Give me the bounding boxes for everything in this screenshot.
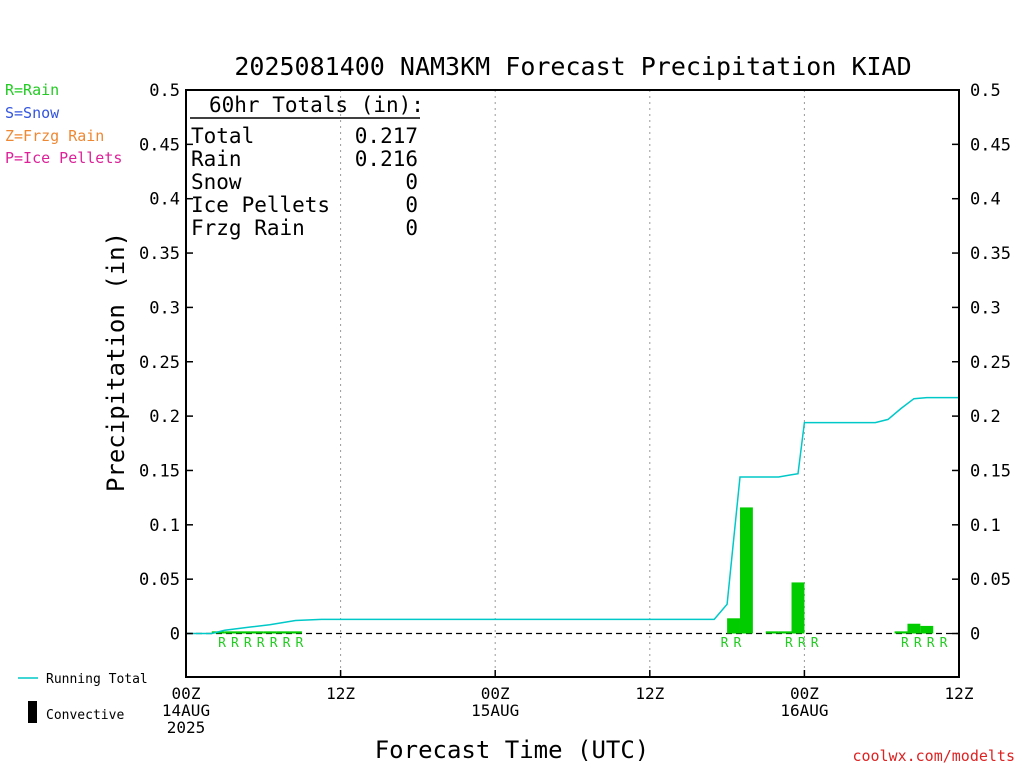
legend-frzg-rain: Z=Frzg Rain (5, 127, 104, 145)
y-tick-label-right: 0.2 (970, 407, 1001, 427)
precip-type-marker: R (901, 636, 909, 651)
x-tick-label: 00Z (481, 684, 510, 703)
y-tick-label-right: 0.05 (970, 570, 1011, 590)
x-tick-label: 14AUG (162, 701, 210, 720)
totals-value: 0.216 (355, 147, 418, 171)
rain-bar (276, 631, 290, 634)
rain-bar (250, 631, 264, 634)
y-tick-label: 0.35 (139, 244, 180, 264)
y-tick-label-right: 0.45 (970, 135, 1011, 155)
precip-type-marker: R (721, 636, 729, 651)
x-axis-label: Forecast Time (UTC) (375, 736, 650, 764)
totals-value: 0 (405, 216, 418, 240)
y-tick-label: 0.3 (149, 298, 180, 318)
precip-type-marker: R (914, 636, 922, 651)
y-tick-label: 0.1 (149, 516, 180, 536)
totals-label: Frzg Rain (191, 216, 305, 240)
y-tick-label-right: 0.15 (970, 461, 1011, 481)
precip-type-marker: R (218, 636, 226, 651)
legend-snow: S=Snow (5, 104, 60, 122)
y-tick-label: 0.4 (149, 190, 180, 210)
totals-value: 0 (405, 193, 418, 217)
y-tick-label: 0.15 (139, 461, 180, 481)
legend-ice-pellets: P=Ice Pellets (5, 149, 122, 167)
precip-type-marker: R (295, 636, 303, 651)
rain-bar (224, 631, 238, 634)
legend-rain: R=Rain (5, 81, 59, 99)
precip-type-marker: R (811, 636, 819, 651)
convective-legend-swatch (28, 701, 37, 723)
rain-bar (920, 625, 934, 634)
y-tick-label: 0.5 (149, 81, 180, 101)
rain-bars (211, 507, 934, 634)
rain-bar (289, 631, 302, 634)
y-tick-label-right: 0 (970, 625, 980, 645)
precip-type-marker: R (283, 636, 291, 651)
convective-legend-label: Convective (46, 708, 124, 723)
plot-frame (185, 89, 960, 678)
x-tick-label: 15AUG (471, 701, 519, 720)
y-axis-label: Precipitation (in) (102, 232, 130, 492)
precip-type-marker: R (927, 636, 935, 651)
x-tick-label: 00Z (172, 684, 201, 703)
y-tick-label-right: 0.3 (970, 298, 1001, 318)
precip-type-legend: R=Rain S=Snow Z=Frzg Rain P=Ice Pellets (5, 81, 122, 167)
source-credit[interactable]: coolwx.com/modelts (852, 747, 1015, 765)
x-tick-label: 2025 (167, 718, 206, 737)
rain-bar (739, 507, 753, 634)
precip-type-marker: R (798, 636, 806, 651)
rain-bar (727, 618, 740, 634)
precip-type-marker: R (785, 636, 793, 651)
y-tick-label-right: 0.35 (970, 244, 1011, 264)
y-axis-left: 0 0.05 0.1 0.15 0.2 0.25 0.3 0.35 0.4 0.45 0.5 (139, 81, 193, 645)
running-total-line (186, 396, 959, 635)
y-tick-label-right: 0.1 (970, 516, 1001, 536)
rain-bar (894, 631, 908, 634)
precip-type-marker: R (231, 636, 239, 651)
y-axis-right: 0 0.05 0.1 0.15 0.2 0.25 0.3 0.35 0.4 0.45 0.5 (952, 81, 1011, 645)
running-total-legend-label: Running Total (46, 672, 148, 687)
x-tick-label: 12Z (635, 684, 664, 703)
totals-label: Total (191, 124, 254, 148)
totals-label: Ice Pellets (191, 193, 330, 217)
y-tick-label-right: 0.5 (970, 81, 1001, 101)
totals-value: 0.217 (355, 124, 418, 148)
y-tick-label: 0.25 (139, 353, 180, 373)
rain-bar (765, 631, 779, 634)
x-tick-label: 00Z (790, 684, 819, 703)
y-tick-label-right: 0.4 (970, 190, 1001, 210)
y-tick-label: 0.45 (139, 135, 180, 155)
rain-bar (237, 631, 251, 634)
totals-label: Rain (191, 147, 242, 171)
precip-type-marker: R (270, 636, 278, 651)
rain-bar (263, 631, 277, 634)
precip-type-marker: R (940, 636, 948, 651)
y-tick-label: 0 (170, 625, 180, 645)
totals-box: 60hr Totals (in): Total 0.217 Rain 0.216 Sno… (190, 93, 424, 240)
running-total-polyline (186, 396, 959, 635)
precip-type-marker: R (733, 636, 741, 651)
x-tick-label: 12Z (945, 684, 974, 703)
x-tick-label: 12Z (326, 684, 355, 703)
totals-label: Snow (191, 170, 242, 194)
totals-heading: 60hr Totals (in): (209, 93, 424, 117)
vertical-gridlines (340, 90, 805, 677)
precip-type-marker: R (257, 636, 265, 651)
rain-bar (791, 582, 805, 634)
totals-value: 0 (405, 170, 418, 194)
bottom-legend: Running Total Convective (18, 672, 148, 723)
y-tick-label: 0.2 (149, 407, 180, 427)
rain-bar (907, 623, 921, 634)
y-tick-label-right: 0.25 (970, 353, 1011, 373)
x-tick-label: 16AUG (780, 701, 828, 720)
precip-type-marker: R (244, 636, 252, 651)
rain-bar (778, 631, 792, 634)
y-tick-label: 0.05 (139, 570, 180, 590)
chart-title: 2025081400 NAM3KM Forecast Precipitation… (234, 52, 911, 81)
